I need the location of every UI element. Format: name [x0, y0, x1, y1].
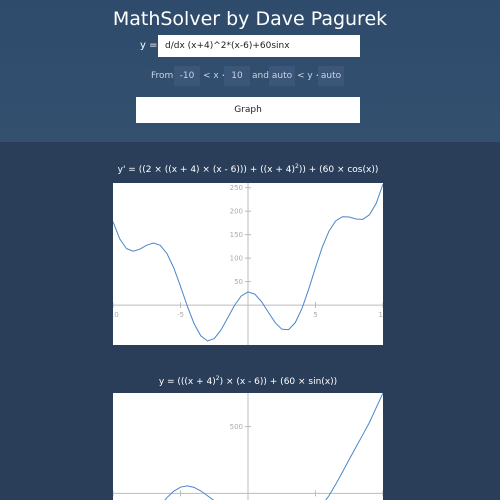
expression-input[interactable]: d/dx (x+4)^2*(x-6)+60sinx — [158, 35, 360, 57]
title-part: )) + (60 × cos(x)) — [299, 165, 379, 175]
curve — [113, 183, 383, 342]
title-part: y' = ((2 × ((x + 4) × (x - 6))) + ((x + … — [118, 165, 295, 175]
input-label: y = — [140, 40, 158, 51]
x-range-label: < x < — [203, 71, 230, 81]
curve — [164, 393, 383, 500]
from-label: From — [151, 71, 174, 81]
y-tick-label: 100 — [230, 255, 243, 263]
and-label: and — [252, 71, 269, 81]
app-title: MathSolver by Dave Pagurek — [112, 8, 388, 30]
title-part: ) × (x - 6)) + (60 × sin(x)) — [220, 377, 338, 387]
x-tick-label: 10 — [379, 311, 388, 319]
title-part: y = (((x + 4) — [159, 377, 216, 387]
x-tick-label: -10 — [107, 311, 118, 319]
y-range-label: < y < — [297, 71, 324, 81]
y-tick-label: 250 — [230, 184, 243, 192]
x-max-input[interactable]: 10 — [224, 66, 250, 86]
x-min-input[interactable]: -10 — [174, 66, 200, 86]
x-tick-label: -5 — [177, 311, 184, 319]
superscript: 2 — [295, 163, 299, 170]
chart-title: y' = ((2 × ((x + 4) × (x - 6))) + ((x + … — [118, 163, 379, 175]
graph-button[interactable]: Graph — [136, 97, 360, 123]
y-tick-label: 200 — [230, 208, 243, 216]
y-tick-label: 50 — [234, 278, 243, 286]
x-tick-label: 5 — [313, 311, 317, 319]
y-max-input[interactable]: auto — [318, 66, 344, 86]
superscript: 2 — [216, 375, 220, 382]
y-tick-label: 150 — [230, 231, 243, 239]
y-tick-label: 500 — [230, 423, 243, 431]
y-min-input[interactable]: auto — [269, 66, 295, 86]
header: MathSolver by Dave Pagurek y = d/dx (x+4… — [0, 0, 500, 142]
chart-title: y = (((x + 4)2) × (x - 6)) + (60 × sin(x… — [159, 375, 337, 387]
plot: -10 -5 5 10 50 100 150 200 250 — [107, 183, 388, 345]
